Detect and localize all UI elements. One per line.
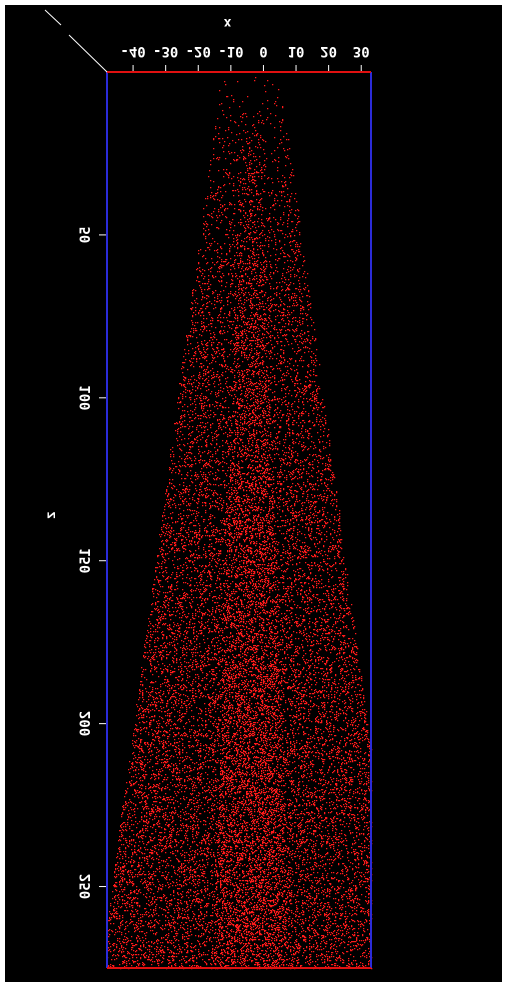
perspective-guide-line [44,9,62,26]
x-tick-label: 0 [259,43,267,59]
x-axis-title: x [224,15,232,30]
x-tick-label: -10 [218,43,243,59]
z-tick-label: 150 [78,548,94,573]
x-tick-label: 30 [353,43,370,59]
x-tick-label: 10 [288,43,305,59]
z-tick-label: 200 [78,711,94,736]
plot-area: x z -40 -30 -20 -10 0 10 20 30 50 100 150 200 250 [5,5,502,982]
x-tick-label: -30 [153,43,178,59]
x-tick-label: -40 [120,43,145,59]
z-tick-label: 250 [78,874,94,899]
perspective-guide-line [68,34,108,73]
scatter-points [107,77,373,970]
x-tick-label: 20 [320,43,337,59]
z-tick-label: 100 [78,385,94,410]
x-axis-ticks: -40 -30 -20 -10 0 10 20 30 [120,43,370,71]
point-cloud [107,77,373,970]
z-axis-ticks: 50 100 150 200 250 [78,226,106,899]
scatter-chart: x z -40 -30 -20 -10 0 10 20 30 50 100 150 200 250 [44,9,373,970]
x-tick-label: -20 [186,43,211,59]
z-axis-title: z [44,511,59,519]
z-tick-label: 50 [78,226,94,243]
